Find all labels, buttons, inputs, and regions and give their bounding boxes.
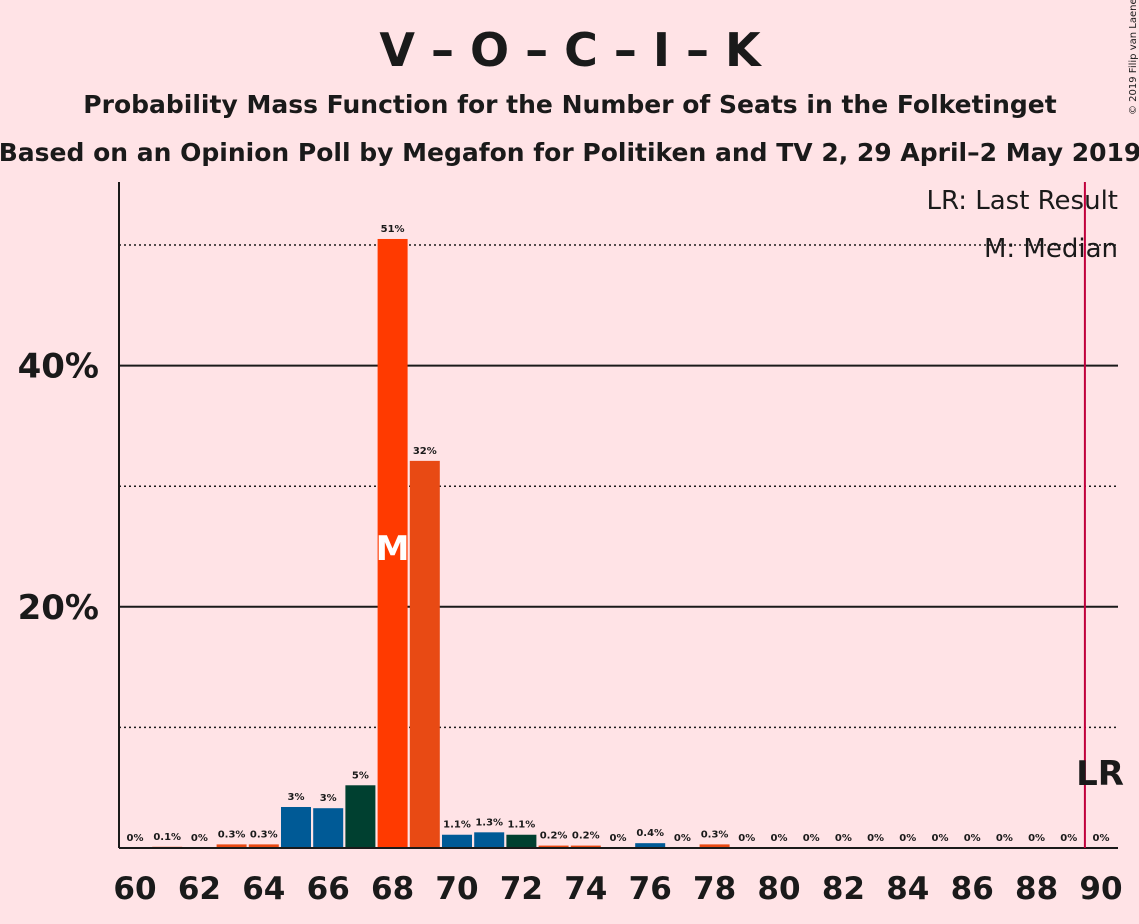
x-axis-ticks: 60 62 64 66 68 70 72 74 76 78 80 82 84 86 88 90 <box>113 871 1122 907</box>
bar-value-label: 0.3% <box>218 829 246 840</box>
legend-median: M: Median <box>984 234 1118 264</box>
bar-value-label: 1.1% <box>508 820 536 831</box>
last-result-label: LR <box>1076 754 1124 794</box>
x-tick-label: 88 <box>1015 871 1058 907</box>
bar <box>635 843 666 848</box>
bar-value-label: 0% <box>1028 833 1045 844</box>
bar-value-label: 0% <box>1093 833 1110 844</box>
bar-value-label: 0% <box>964 833 981 844</box>
bar-value-label: 0% <box>932 833 949 844</box>
bar-value-label: 1.1% <box>443 820 471 831</box>
x-tick-label: 70 <box>435 871 478 907</box>
chart-source: Based on an Opinion Poll by Megafon for … <box>0 138 1139 167</box>
x-tick-label: 60 <box>113 871 156 907</box>
bar-value-label: 0% <box>738 833 755 844</box>
bar <box>474 832 505 848</box>
bar-value-label: 0.2% <box>572 831 600 842</box>
x-tick-label: 86 <box>951 871 994 907</box>
bar <box>313 808 344 848</box>
bar-value-label: 0% <box>610 833 627 844</box>
x-tick-label: 72 <box>500 871 543 907</box>
bar-value-label: 3% <box>320 793 337 804</box>
x-tick-label: 84 <box>886 871 929 907</box>
bar <box>377 238 408 849</box>
median-label: M <box>376 529 410 569</box>
x-tick-label: 64 <box>242 871 285 907</box>
bar-value-label: 0.2% <box>540 831 568 842</box>
bar-value-label: 0% <box>674 833 691 844</box>
bars <box>152 238 730 849</box>
bar-value-label: 0.1% <box>153 832 181 843</box>
bar-value-label: 0% <box>835 833 852 844</box>
y-tick-label: 20% <box>18 588 99 628</box>
x-tick-label: 76 <box>629 871 672 907</box>
bar <box>442 834 472 848</box>
chart-title: V – O – C – I – K <box>379 23 763 77</box>
x-tick-label: 78 <box>693 871 736 907</box>
y-axis-ticks: 20% 40% <box>18 347 99 628</box>
x-tick-label: 68 <box>371 871 414 907</box>
bar-value-label: 0% <box>803 833 820 844</box>
bar <box>345 785 376 848</box>
bar <box>216 844 247 848</box>
chart-subtitle: Probability Mass Function for the Number… <box>83 90 1056 119</box>
bar-value-label: 51% <box>381 224 405 235</box>
bar-value-label: 0% <box>867 833 884 844</box>
bar-value-label: 0.4% <box>636 828 664 839</box>
gridlines <box>119 244 1118 729</box>
bar-labels: 0% 0.1% 0% 0.3% 0.3% 3% 3% 5% 51% 32% 1.1% 1.3% 1.1%… <box>127 224 1110 844</box>
bar-value-label: 5% <box>352 770 369 781</box>
bar <box>248 844 279 848</box>
x-tick-label: 66 <box>307 871 350 907</box>
bar <box>570 845 601 848</box>
bar <box>699 844 730 848</box>
bar-value-label: 0% <box>1060 833 1077 844</box>
bar-value-label: 0.3% <box>250 829 278 840</box>
x-tick-label: 74 <box>564 871 607 907</box>
x-tick-label: 82 <box>822 871 865 907</box>
bar <box>506 834 537 848</box>
x-tick-label: 62 <box>178 871 221 907</box>
x-tick-label: 90 <box>1079 871 1122 907</box>
bar-value-label: 3% <box>288 792 305 803</box>
legend-last-result: LR: Last Result <box>926 186 1118 216</box>
bar-value-label: 0% <box>127 833 144 844</box>
bar <box>281 806 311 848</box>
x-tick-label: 80 <box>757 871 800 907</box>
bar-value-label: 0% <box>899 833 916 844</box>
bar-value-label: 1.3% <box>475 817 503 828</box>
bar-value-label: 0.3% <box>701 829 729 840</box>
bar-value-label: 0% <box>771 833 788 844</box>
y-tick-label: 40% <box>18 347 99 387</box>
copyright: © 2019 Filip van Laenen <box>1128 0 1139 115</box>
bar <box>409 460 440 848</box>
bar-value-label: 0% <box>191 833 208 844</box>
bar-value-label: 0% <box>996 833 1013 844</box>
bar-value-label: 32% <box>413 446 437 457</box>
bar <box>538 845 569 848</box>
